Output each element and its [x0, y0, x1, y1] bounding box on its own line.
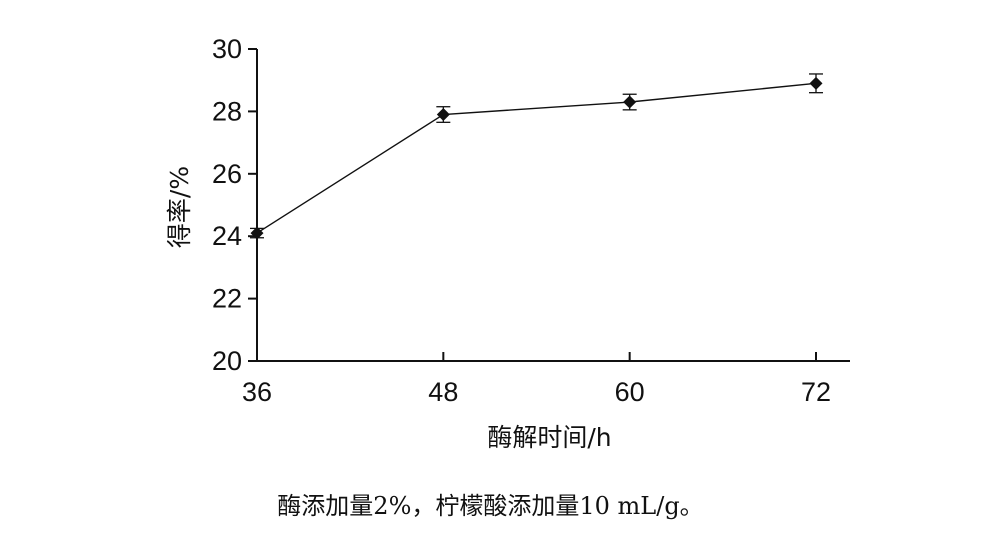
x-tick-label: 36 — [242, 377, 272, 407]
y-tick-label: 30 — [212, 34, 242, 64]
x-axis-title: 酶解时间/h — [487, 423, 611, 452]
y-axis-title: 得率/% — [165, 166, 194, 248]
x-axis: 36 48 60 72 — [242, 352, 850, 407]
series-yield — [250, 73, 823, 240]
data-point-diamond — [436, 108, 450, 122]
y-tick-label: 22 — [212, 284, 242, 314]
x-tick-label: 48 — [428, 377, 458, 407]
y-tick-label: 20 — [212, 346, 242, 376]
x-tick-label: 60 — [615, 377, 645, 407]
series-line — [256, 82, 817, 234]
y-tick-label: 24 — [212, 221, 242, 251]
y-axis: 20 22 24 26 28 30 — [212, 34, 258, 376]
data-point-diamond — [250, 226, 264, 240]
y-tick-label: 28 — [212, 96, 242, 126]
y-tick-label: 26 — [212, 159, 242, 189]
data-point-diamond — [809, 76, 823, 90]
x-tick-label: 72 — [801, 377, 831, 407]
figure-caption: 酶添加量2%，柠檬酸添加量10 mL/g。 — [277, 492, 704, 520]
data-point-diamond — [623, 95, 637, 109]
yield-line-chart: 20 22 24 26 28 30 36 48 60 72 酶解时间/h 得率/% — [165, 34, 850, 452]
